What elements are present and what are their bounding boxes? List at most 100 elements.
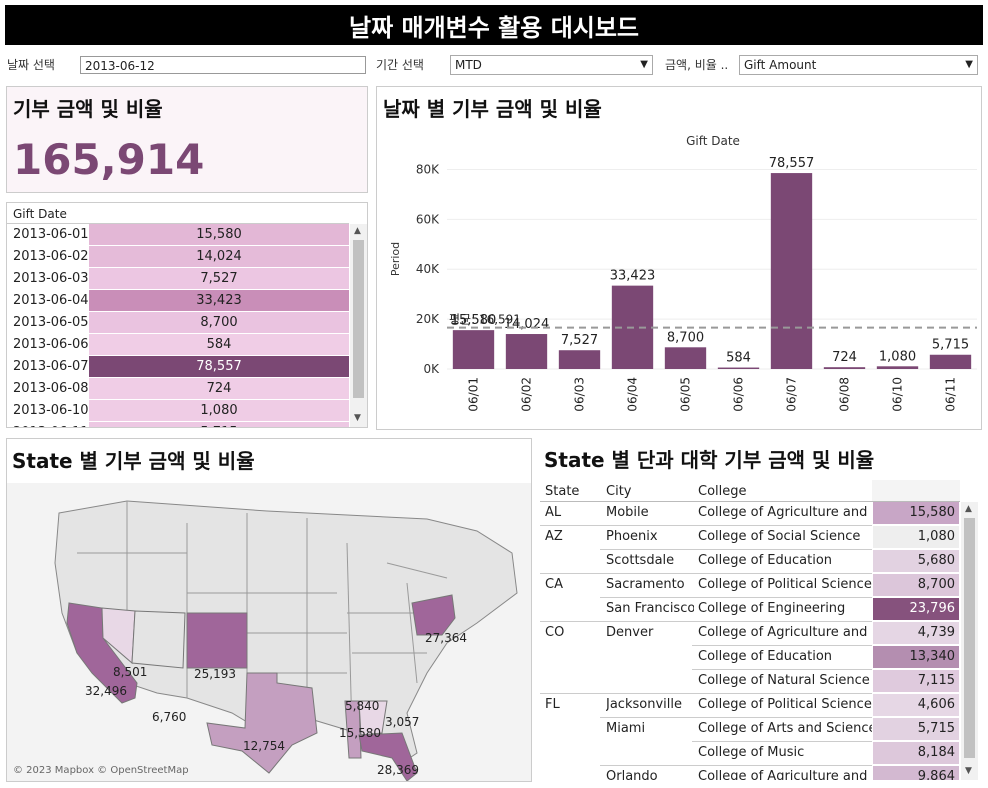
x-tick-label: 06/02	[520, 377, 534, 412]
row-value: 584	[89, 334, 349, 355]
row-state: CA	[545, 577, 563, 592]
row-value: 14,024	[89, 246, 349, 267]
chart-bar[interactable]	[452, 330, 495, 369]
row-value: 7,527	[89, 268, 349, 289]
row-divider	[692, 645, 872, 646]
scroll-up-icon[interactable]: ▲	[965, 504, 972, 514]
chart-bar[interactable]	[770, 173, 813, 369]
chart-bar[interactable]	[929, 354, 972, 369]
table-row[interactable]: 2013-06-03 7,527	[7, 268, 349, 289]
row-date: 2013-06-07	[13, 359, 89, 374]
bar-value-label: 584	[726, 351, 751, 366]
map-label-nv: 8,501	[113, 665, 147, 679]
kpi-value: 165,914	[13, 135, 205, 184]
chart-bar[interactable]	[823, 367, 866, 369]
scrollbar-thumb[interactable]	[353, 240, 364, 398]
college-table-scrollbar[interactable]: ▲ ▼	[961, 502, 978, 780]
chart-bar[interactable]	[664, 347, 707, 369]
row-value[interactable]: 4,606	[873, 694, 959, 716]
row-value: 8,700	[89, 312, 349, 333]
row-value: 1,080	[89, 400, 349, 421]
scroll-up-icon[interactable]: ▲	[354, 226, 361, 236]
row-value[interactable]: 8,700	[873, 574, 959, 596]
map-attribution[interactable]: © 2023 Mapbox © OpenStreetMap	[13, 765, 189, 776]
table-row[interactable]: 2013-06-05 8,700	[7, 312, 349, 333]
row-date: 2013-06-02	[13, 249, 89, 264]
chevron-down-icon: ▼	[965, 59, 973, 70]
row-college: College of Political Science	[698, 697, 872, 712]
table-row[interactable]: 2013-06-04 33,423	[7, 290, 349, 311]
chart-bar[interactable]	[558, 350, 601, 369]
row-city: Phoenix	[606, 529, 658, 544]
chart-bar[interactable]	[505, 334, 548, 369]
x-tick-label: 06/08	[838, 377, 852, 412]
map-label-tn: 5,840	[345, 699, 379, 713]
row-city: Orlando	[606, 769, 658, 780]
row-value[interactable]: 5,715	[873, 718, 959, 740]
header-divider	[7, 223, 349, 224]
row-college: College of Engineering	[698, 601, 846, 616]
row-value: 5,715	[89, 422, 349, 427]
row-college: College of Agriculture and Na..	[698, 505, 872, 520]
daily-table-scrollbar[interactable]: ▲ ▼	[350, 224, 367, 427]
x-tick-label: 06/05	[679, 377, 693, 412]
row-value[interactable]: 8,184	[873, 742, 959, 764]
table-row[interactable]: 2013-06-01 15,580	[7, 224, 349, 245]
y-tick-label: 80K	[416, 162, 440, 176]
x-tick-label: 06/10	[891, 377, 905, 412]
table-row[interactable]: 2013-06-06 584	[7, 334, 349, 355]
col-header-state: State	[545, 484, 580, 499]
table-row[interactable]: 2013-06-10 1,080	[7, 400, 349, 421]
chart-bar[interactable]	[717, 367, 760, 369]
col-header-college: College	[698, 484, 747, 499]
value-column-header	[872, 480, 960, 502]
table-row[interactable]: 2013-06-115,715	[7, 422, 349, 427]
period-select-label: 기간 선택	[376, 58, 424, 72]
us-state-map[interactable]: 27,364 8,501 25,193 32,496 6,760 5,840 3…	[7, 483, 531, 781]
chevron-down-icon: ▼	[640, 59, 648, 70]
table-row[interactable]: 2013-06-08 724	[7, 378, 349, 399]
row-value[interactable]: 9,864	[873, 766, 959, 780]
table-row[interactable]: 2013-06-07 78,557	[7, 356, 349, 377]
average-label: 평균: 16,591	[449, 313, 521, 327]
row-value[interactable]: 7,115	[873, 670, 959, 692]
header-divider	[540, 501, 960, 502]
period-dropdown[interactable]: MTD ▼	[450, 55, 653, 75]
table-row[interactable]: 2013-06-02 14,024	[7, 246, 349, 267]
row-value[interactable]: 13,340	[873, 646, 959, 668]
date-input[interactable]: 2013-06-12	[80, 56, 366, 74]
kpi-title: 기부 금액 및 비율	[13, 97, 163, 121]
x-tick-label: 06/06	[732, 377, 746, 412]
row-city: Jacksonville	[606, 697, 682, 712]
x-axis-title: Gift Date	[686, 134, 740, 148]
row-value[interactable]: 23,796	[873, 598, 959, 620]
bar-value-label: 5,715	[932, 338, 969, 353]
college-table-title: State 별 단과 대학 기부 금액 및 비율	[544, 448, 875, 472]
row-date: 2013-06-11	[13, 422, 89, 427]
x-tick-label: 06/07	[785, 377, 799, 412]
row-value[interactable]: 15,580	[873, 502, 959, 524]
row-value[interactable]: 4,739	[873, 622, 959, 644]
row-value: 33,423	[89, 290, 349, 311]
map-label-az: 6,760	[152, 710, 186, 724]
row-city: Mobile	[606, 505, 649, 520]
metric-dropdown[interactable]: Gift Amount ▼	[739, 55, 978, 75]
row-date: 2013-06-05	[13, 315, 89, 330]
col-header-city: City	[606, 484, 632, 499]
scroll-down-icon[interactable]: ▼	[965, 766, 972, 776]
daily-gift-table: Gift Date 2013-06-01 15,580 2013-06-02 14,0…	[6, 202, 368, 428]
row-date: 2013-06-04	[13, 293, 89, 308]
row-college: College of Education	[698, 649, 833, 664]
chart-bar[interactable]	[876, 366, 919, 369]
row-value[interactable]: 5,680	[873, 550, 959, 572]
row-state: CO	[545, 625, 565, 640]
scrollbar-thumb[interactable]	[964, 518, 975, 758]
row-divider	[692, 669, 872, 670]
row-value[interactable]: 1,080	[873, 526, 959, 548]
row-city: San Francisco	[606, 601, 694, 616]
row-divider	[600, 765, 872, 766]
map-label-sc: 3,057	[385, 715, 419, 729]
scroll-down-icon[interactable]: ▼	[354, 413, 361, 423]
bar-value-label: 724	[832, 350, 857, 365]
